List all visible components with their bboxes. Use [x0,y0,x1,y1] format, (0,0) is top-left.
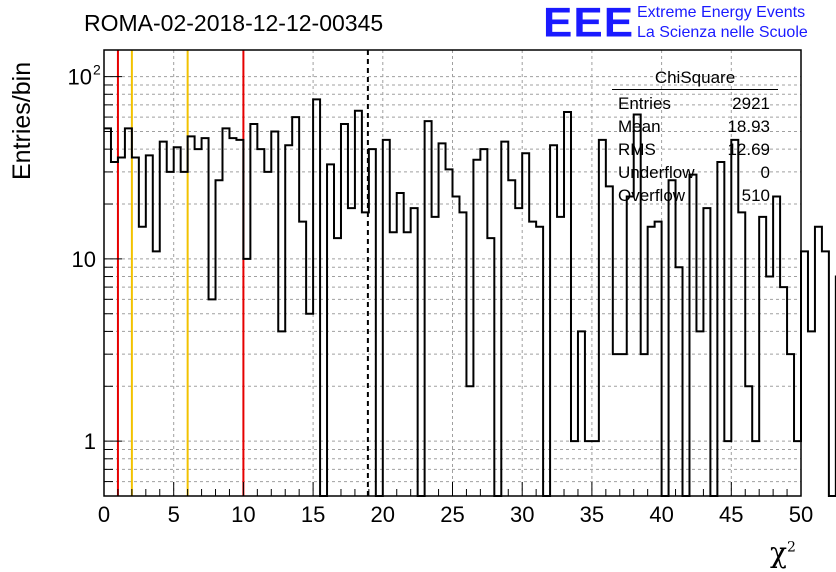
x-tick-label: 25 [440,502,464,527]
stats-label: RMS [618,140,656,159]
x-axis-ticks: 0 5 10 15 20 25 30 35 40 45 50 [98,482,813,527]
stats-box: ChiSquare Entries 2921 Mean 18.93 RMS 12.69… [612,68,778,207]
x-tick-label: 30 [510,502,534,527]
x-tick-label: 15 [301,502,325,527]
x-tick-label: 35 [580,502,604,527]
x-axis-label-sup: 2 [786,539,796,556]
histogram-series [104,98,836,497]
stats-row-underflow: Underflow 0 [612,161,778,184]
y-tick-label: 1 [84,429,96,454]
x-tick-label: 5 [168,502,180,527]
x-tick-label: 10 [231,502,255,527]
y-tick-label: 10 [68,65,92,90]
stats-row-rms: RMS 12.69 [612,138,778,161]
y-tick-label: 10 [72,247,96,272]
marker-lines [116,50,369,496]
chart-title: ROMA-02-2018-12-12-00345 [84,10,384,36]
x-tick-label: 20 [371,502,395,527]
stats-value: 2921 [732,94,770,113]
stats-row-mean: Mean 18.93 [612,115,778,138]
stats-value: 18.93 [727,117,770,136]
x-tick-label: 45 [719,502,743,527]
stats-label: Mean [618,117,661,136]
x-axis-label-base: χ [770,536,787,569]
x-tick-label: 50 [789,502,813,527]
stats-label: Overflow [618,186,686,205]
stats-value: 12.69 [727,140,770,159]
stats-row-overflow: Overflow 510 [612,184,778,207]
y-tick-label-sup: 2 [93,62,101,78]
histogram-line [104,98,836,497]
stats-title: ChiSquare [612,68,778,90]
stats-row-entries: Entries 2921 [612,92,778,115]
stats-value: 0 [760,163,770,182]
x-tick-label: 0 [98,502,110,527]
stats-value: 510 [741,186,770,205]
logo-line-2: La Scienza nelle Scuole [637,24,808,41]
stats-label: Entries [618,94,671,113]
x-axis-label: χ2 [770,536,796,569]
x-tick-label: 40 [649,502,673,527]
y-axis-label: Entries/bin [8,61,36,180]
eee-logo: EEE [543,0,635,46]
logo-line-1: Extreme Energy Events [637,4,806,21]
stats-label: Underflow [618,163,695,182]
